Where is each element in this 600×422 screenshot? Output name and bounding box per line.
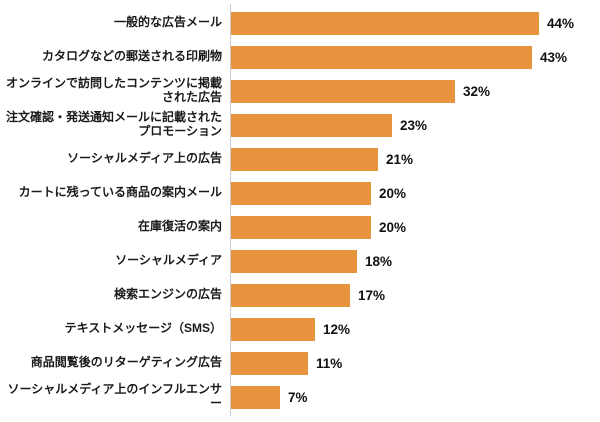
category-label: テキストメッセージ（SMS）: [64, 321, 222, 336]
bar: [231, 385, 280, 409]
chart-row: ソーシャルメディア上の広告 21%: [0, 142, 600, 176]
category-label: ソーシャルメディア上の広告: [67, 151, 222, 166]
bar: [231, 215, 371, 239]
value-label: 32%: [463, 83, 491, 99]
chart-row: テキストメッセージ（SMS） 12%: [0, 312, 600, 346]
bar: [231, 45, 532, 69]
bar-track: 44%: [231, 6, 600, 40]
bar: [231, 147, 378, 171]
chart-row: 一般的な広告メール 44%: [0, 6, 600, 40]
value-label: 11%: [316, 355, 343, 371]
chart-row: 商品閲覧後のリターゲティング広告 11%: [0, 346, 600, 380]
bar-track: 23%: [231, 108, 600, 142]
chart-rows: 一般的な広告メール 44% カタログなどの郵送される印刷物 43% オンラインで訪問した…: [0, 6, 600, 414]
bar-track: 21%: [231, 142, 600, 176]
category-label: 注文確認・発送通知メールに記載された プロモーション: [5, 110, 222, 138]
bar: [231, 79, 455, 103]
chart-row: ソーシャルメディア上のインフルエンサー 7%: [0, 380, 600, 414]
category-label: 商品閲覧後のリターゲティング広告: [30, 355, 222, 370]
bar: [231, 113, 392, 137]
category-label: 一般的な広告メール: [113, 15, 222, 30]
category-label: 検索エンジンの広告: [113, 287, 222, 302]
value-label: 7%: [288, 389, 308, 405]
bar-track: 11%: [231, 346, 600, 380]
value-label: 21%: [386, 151, 414, 167]
bar-track: 20%: [231, 176, 600, 210]
value-label: 43%: [540, 49, 568, 65]
bar-track: 32%: [231, 74, 600, 108]
chart-row: オンラインで訪問したコンテンツに掲載 された広告 32%: [0, 74, 600, 108]
value-label: 18%: [365, 253, 393, 269]
value-label: 17%: [358, 287, 386, 303]
bar: [231, 317, 315, 341]
category-label: オンラインで訪問したコンテンツに掲載 された広告: [5, 76, 222, 104]
bar: [231, 249, 357, 273]
bar-track: 17%: [231, 278, 600, 312]
value-label: 20%: [379, 185, 407, 201]
value-label: 44%: [547, 15, 575, 31]
value-label: 12%: [323, 321, 351, 337]
bar: [231, 181, 371, 205]
category-label: カタログなどの郵送される印刷物: [41, 49, 222, 64]
bar-track: 7%: [231, 380, 600, 414]
bar: [231, 351, 308, 375]
chart-row: カートに残っている商品の案内メール 20%: [0, 176, 600, 210]
value-label: 23%: [400, 117, 428, 133]
chart-row: ソーシャルメディア 18%: [0, 244, 600, 278]
chart-row: カタログなどの郵送される印刷物 43%: [0, 40, 600, 74]
category-label: ソーシャルメディア上のインフルエンサー: [7, 382, 222, 410]
bar: [231, 283, 350, 307]
bar-track: 12%: [231, 312, 600, 346]
bar: [231, 11, 539, 35]
bar-track: 20%: [231, 210, 600, 244]
value-label: 20%: [379, 219, 407, 235]
category-label: 在庫復活の案内: [137, 219, 222, 234]
bar-track: 43%: [231, 40, 600, 74]
category-label: ソーシャルメディア: [115, 253, 222, 268]
bar-track: 18%: [231, 244, 600, 278]
category-label: カートに残っている商品の案内メール: [18, 185, 222, 200]
y-axis-line: [230, 4, 231, 416]
chart-row: 在庫復活の案内 20%: [0, 210, 600, 244]
chart-row: 検索エンジンの広告 17%: [0, 278, 600, 312]
chart-row: 注文確認・発送通知メールに記載された プロモーション 23%: [0, 108, 600, 142]
